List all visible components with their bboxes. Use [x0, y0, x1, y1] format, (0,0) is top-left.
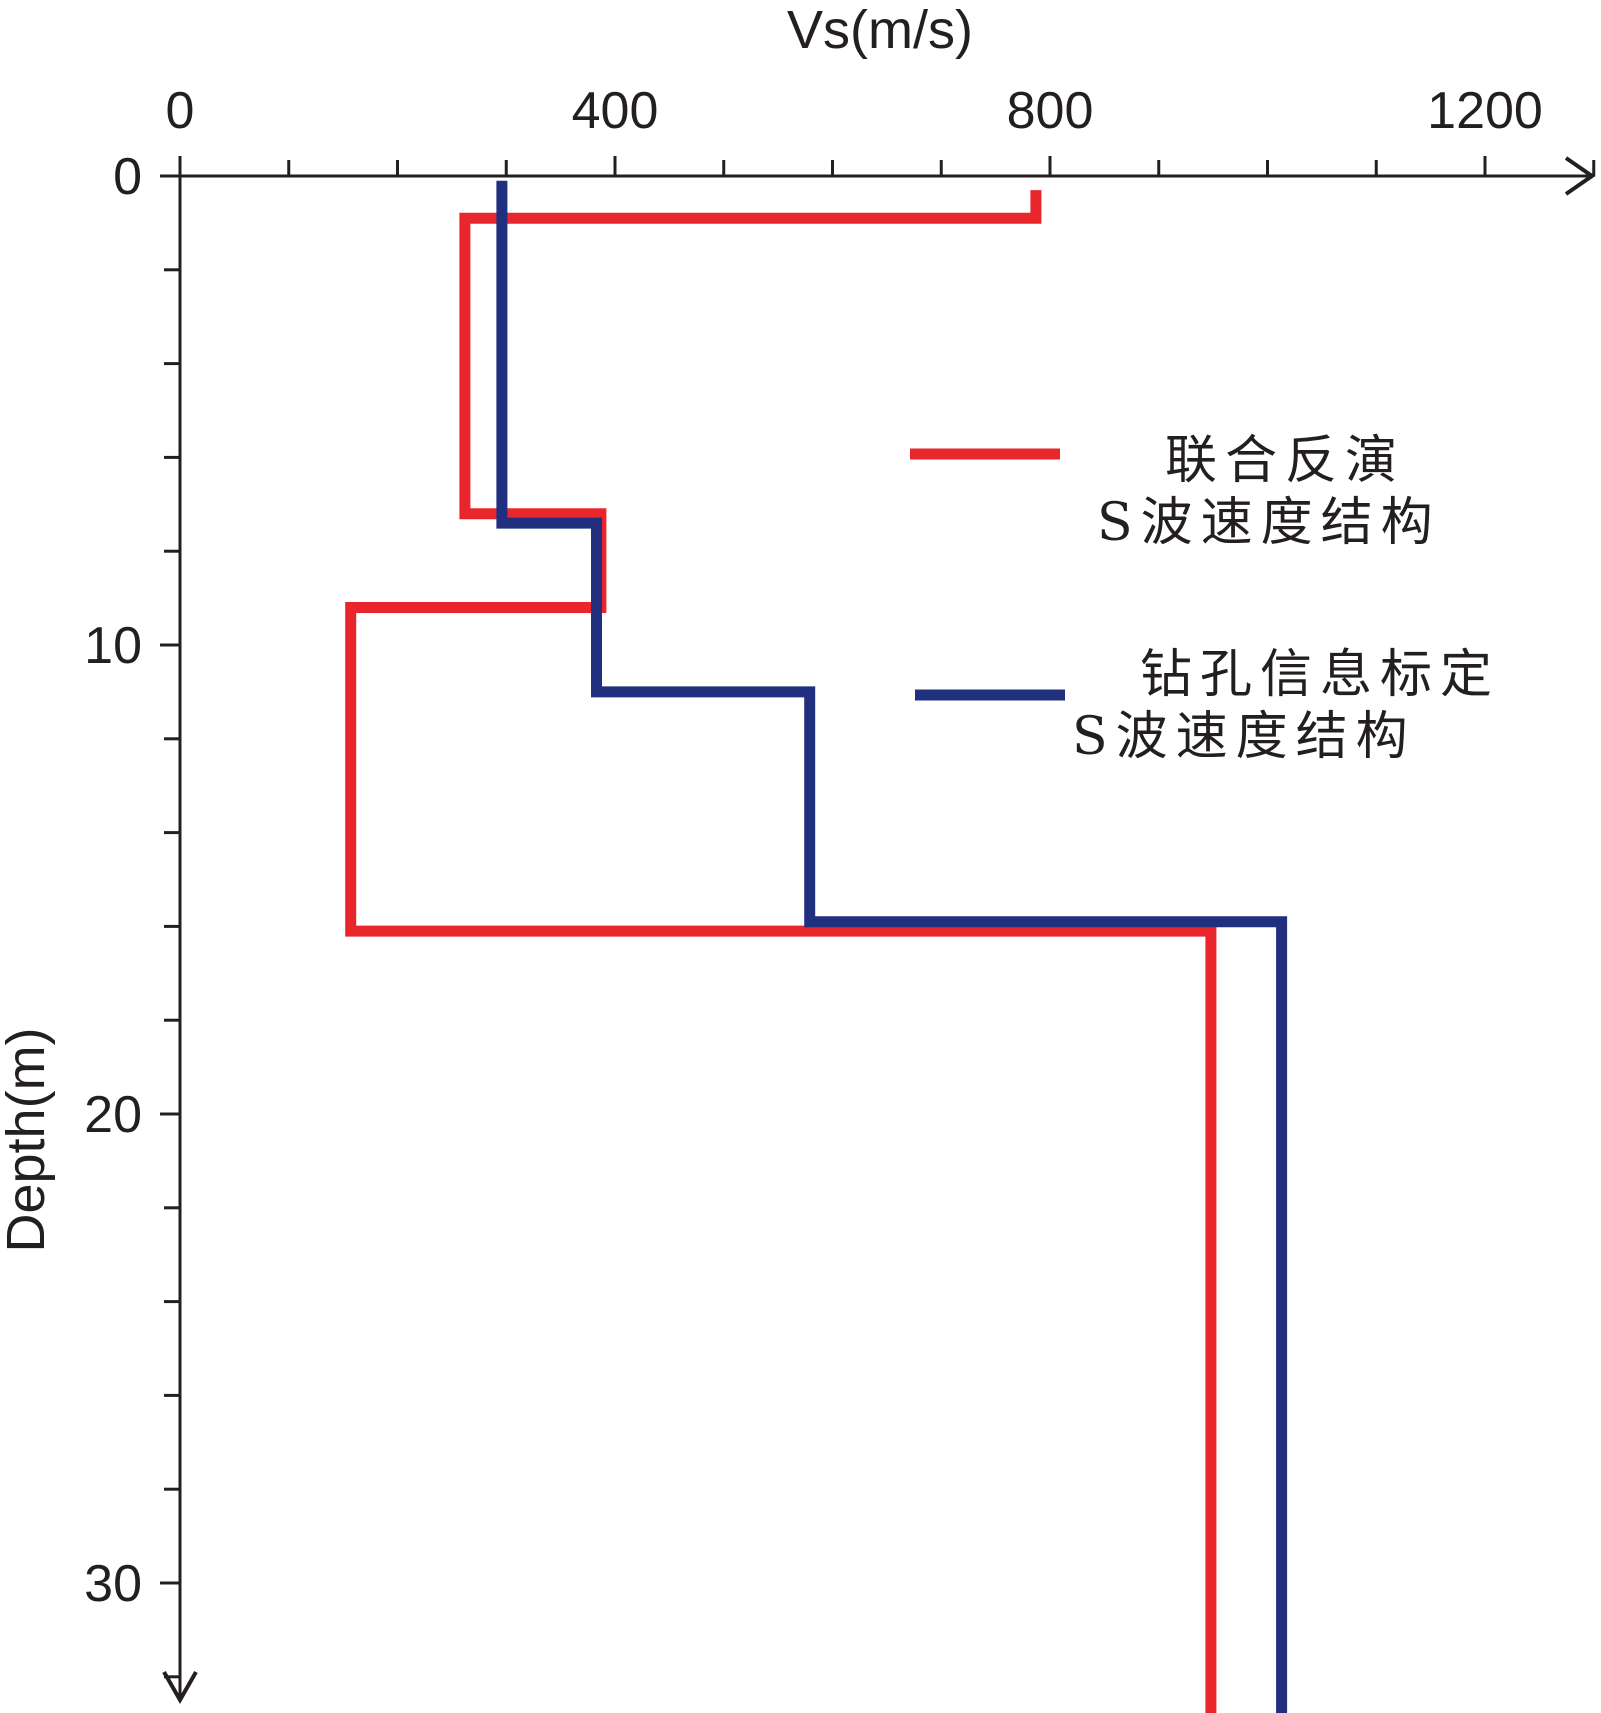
legend-label-1: 联合反演 S波速度结构 [1097, 431, 1441, 553]
legend-label-line: 联合反演 [1165, 431, 1405, 491]
legend-label-line: S波速度结构 [1097, 493, 1441, 553]
series-line-1 [345, 190, 1217, 1713]
x-axis-title: Vs(m/s) [787, 0, 973, 60]
y-axis-arrow [162, 1671, 198, 1705]
y-tick-label: 20 [84, 1086, 142, 1144]
y-tick-label: 0 [113, 148, 142, 206]
axes [160, 156, 1596, 1705]
y-tick-label: 30 [84, 1555, 142, 1613]
x-tick-label: 800 [1007, 82, 1094, 140]
series-layer [345, 180, 1288, 1713]
y-axis-title: Depth(m) [0, 1027, 56, 1252]
series-line-2 [496, 180, 1288, 1713]
x-axis-arrow [1564, 156, 1596, 196]
legend-label-line: 钻孔信息标定 [1140, 645, 1500, 705]
y-tick-label: 10 [84, 617, 142, 675]
legend-label-line: S波速度结构 [1072, 707, 1416, 767]
x-tick-label: 400 [572, 82, 659, 140]
x-tick-label: 1200 [1427, 82, 1543, 140]
x-tick-label: 0 [166, 82, 195, 140]
tick-labels: 0 400 800 1200 0 10 20 30 Vs(m/s) Depth(m) [0, 0, 1543, 1613]
legend-label-2: 钻孔信息标定 S波速度结构 [1072, 645, 1500, 767]
